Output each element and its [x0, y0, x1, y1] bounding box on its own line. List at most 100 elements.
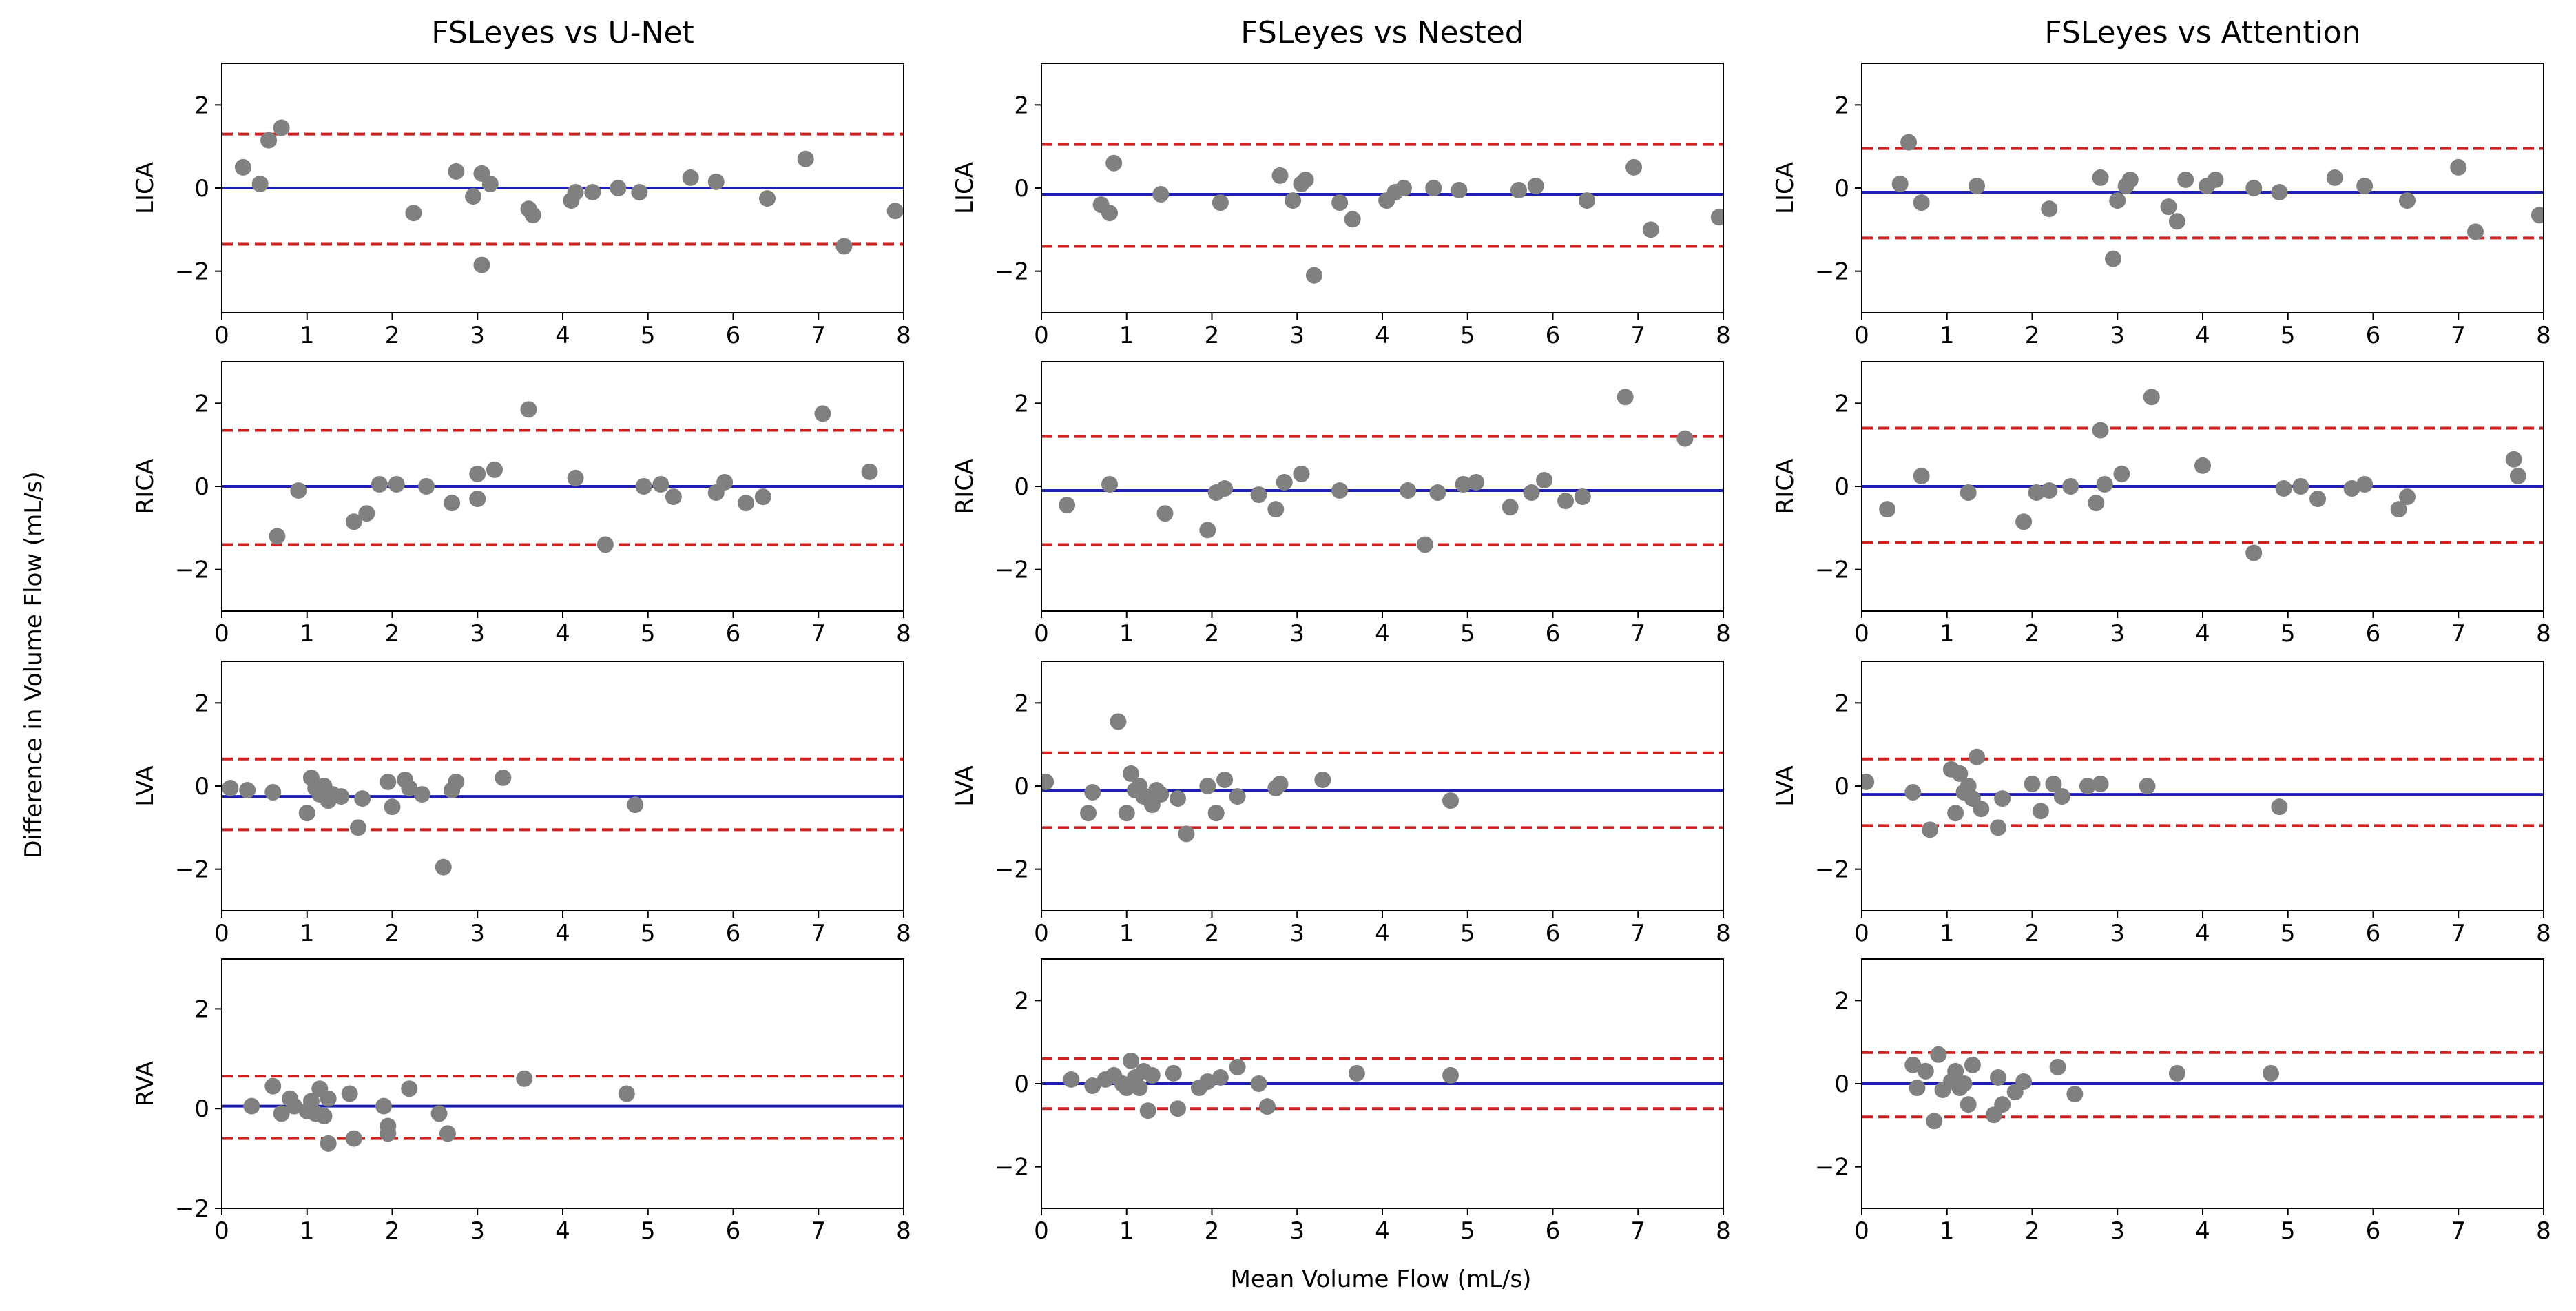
- data-point: [2109, 192, 2126, 209]
- data-point: [2049, 1058, 2066, 1075]
- data-point: [2399, 488, 2416, 506]
- x-tick-label: 5: [2281, 1217, 2296, 1245]
- data-point: [1084, 1077, 1101, 1095]
- data-point: [2326, 169, 2343, 186]
- x-tick-label: 4: [1375, 620, 1390, 648]
- data-point: [384, 798, 401, 816]
- x-tick-label: 5: [1460, 322, 1475, 349]
- x-tick-label: 1: [300, 322, 315, 349]
- data-point: [1913, 194, 1930, 211]
- data-point: [1267, 501, 1285, 518]
- data-point: [2096, 475, 2113, 493]
- x-tick-label: 6: [726, 322, 741, 349]
- data-point: [448, 163, 465, 180]
- x-tick-label: 3: [470, 1217, 485, 1245]
- x-tick-label: 8: [896, 920, 911, 947]
- data-point: [290, 482, 307, 499]
- y-tick-label: 0: [1834, 473, 1849, 501]
- data-point: [469, 491, 486, 508]
- y-tick-label: −2: [1815, 856, 1849, 884]
- data-point: [1178, 825, 1195, 843]
- x-tick-label: 4: [2195, 920, 2210, 947]
- x-tick-label: 5: [641, 1217, 656, 1245]
- panel-2-1: 0 1 2 3 4 5 6 7 8 −2 0 2 RICA: [132, 361, 911, 648]
- data-point: [2509, 467, 2526, 484]
- x-tick-label: 8: [2536, 620, 2551, 648]
- data-point: [618, 1085, 635, 1102]
- x-tick-label: 4: [2195, 322, 2210, 349]
- x-tick-label: 3: [470, 322, 485, 349]
- x-tick-label: 7: [1630, 1217, 1645, 1245]
- x-tick-label: 5: [1460, 1217, 1475, 1245]
- data-point: [2505, 451, 2522, 468]
- data-point: [1451, 182, 1468, 199]
- x-tick-label: 2: [2025, 620, 2040, 648]
- data-point: [375, 1097, 393, 1115]
- data-point: [567, 184, 584, 201]
- x-tick-label: 5: [641, 322, 656, 349]
- x-tick-label: 3: [2110, 322, 2125, 349]
- data-point: [2177, 171, 2194, 188]
- x-tick-label: 2: [2025, 920, 2040, 947]
- x-tick-label: 5: [641, 920, 656, 947]
- data-point: [1416, 536, 1433, 553]
- x-tick-label: 6: [726, 920, 741, 947]
- y-tick-label: 0: [1014, 1071, 1029, 1098]
- data-point: [1199, 778, 1216, 794]
- data-point: [1229, 1058, 1246, 1075]
- data-point: [1084, 784, 1101, 801]
- y-tick-label: 2: [1834, 92, 1849, 119]
- data-point: [1348, 1064, 1365, 1082]
- data-point: [1258, 1098, 1276, 1115]
- y-tick-label: −2: [1815, 258, 1849, 286]
- data-point: [1207, 805, 1225, 822]
- y-tick-label: 0: [194, 473, 209, 501]
- data-point: [1293, 465, 1310, 482]
- x-tick-label: 6: [1546, 620, 1561, 648]
- data-point: [1276, 473, 1293, 491]
- y-tick-label: 0: [1834, 175, 1849, 203]
- data-point: [2271, 798, 2288, 816]
- data-point: [1063, 1071, 1080, 1088]
- data-point: [759, 190, 776, 207]
- data-point: [738, 495, 755, 512]
- data-point: [1904, 1056, 1922, 1073]
- y-tick-label: −2: [995, 557, 1029, 584]
- data-point: [2245, 180, 2263, 196]
- data-point: [354, 790, 371, 807]
- y-tick-label: −2: [175, 1195, 209, 1223]
- x-tick-label: 4: [555, 920, 570, 947]
- x-tick-label: 0: [1034, 620, 1049, 648]
- y-tick-label: 2: [1834, 987, 1849, 1015]
- x-tick-label: 1: [1119, 322, 1134, 349]
- data-point: [1143, 1066, 1161, 1084]
- x-tick-label: 8: [2536, 322, 2551, 349]
- data-point: [2032, 803, 2049, 820]
- data-point: [388, 475, 405, 493]
- panel-data: [1041, 143, 1723, 284]
- data-point: [1926, 1113, 1943, 1130]
- y-tick-label: 0: [194, 1095, 209, 1123]
- data-point: [273, 119, 290, 136]
- panel-data: [222, 119, 904, 273]
- data-point: [2194, 457, 2211, 474]
- data-point: [1165, 1064, 1182, 1082]
- data-point: [1442, 792, 1459, 809]
- x-tick-label: 0: [1854, 322, 1869, 349]
- data-point: [444, 495, 461, 512]
- x-tick-label: 0: [214, 1217, 229, 1245]
- data-point: [2024, 775, 2041, 792]
- data-point: [1527, 177, 1544, 194]
- x-tick-label: 0: [1034, 1217, 1049, 1245]
- data-point: [610, 180, 627, 196]
- data-point: [635, 478, 652, 495]
- x-tick-label: 4: [1375, 1217, 1390, 1245]
- data-point: [286, 1097, 303, 1115]
- data-point: [2271, 184, 2288, 201]
- x-tick-label: 7: [1630, 620, 1645, 648]
- data-point: [665, 488, 682, 506]
- x-tick-label: 5: [1460, 920, 1475, 947]
- data-point: [2066, 1086, 2084, 1103]
